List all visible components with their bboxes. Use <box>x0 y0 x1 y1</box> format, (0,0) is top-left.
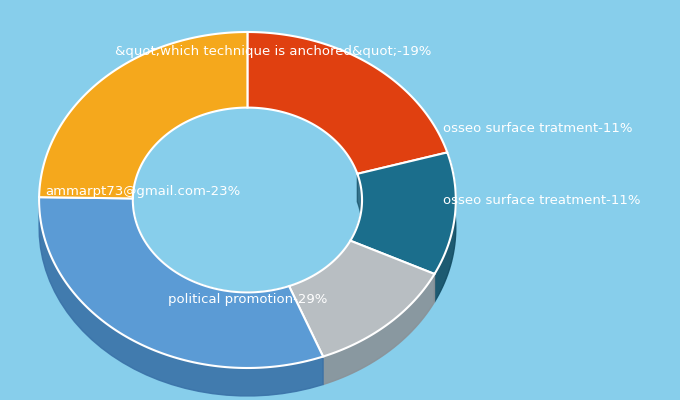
Text: osseo surface treatment-11%: osseo surface treatment-11% <box>443 194 641 206</box>
Polygon shape <box>39 197 323 368</box>
Polygon shape <box>350 174 362 269</box>
Polygon shape <box>289 241 350 314</box>
Polygon shape <box>248 32 447 174</box>
Polygon shape <box>435 152 456 302</box>
Text: osseo surface tratment-11%: osseo surface tratment-11% <box>443 122 632 134</box>
Text: political promotion-29%: political promotion-29% <box>168 294 327 306</box>
Polygon shape <box>39 197 323 396</box>
Polygon shape <box>323 274 435 384</box>
Text: &quot;which technique is anchored&quot;-19%: &quot;which technique is anchored&quot;-… <box>116 46 432 58</box>
Polygon shape <box>39 32 248 198</box>
Text: ammarpt73@gmail.com-23%: ammarpt73@gmail.com-23% <box>46 186 241 198</box>
Polygon shape <box>133 198 289 320</box>
Polygon shape <box>289 241 435 356</box>
Polygon shape <box>350 152 456 274</box>
